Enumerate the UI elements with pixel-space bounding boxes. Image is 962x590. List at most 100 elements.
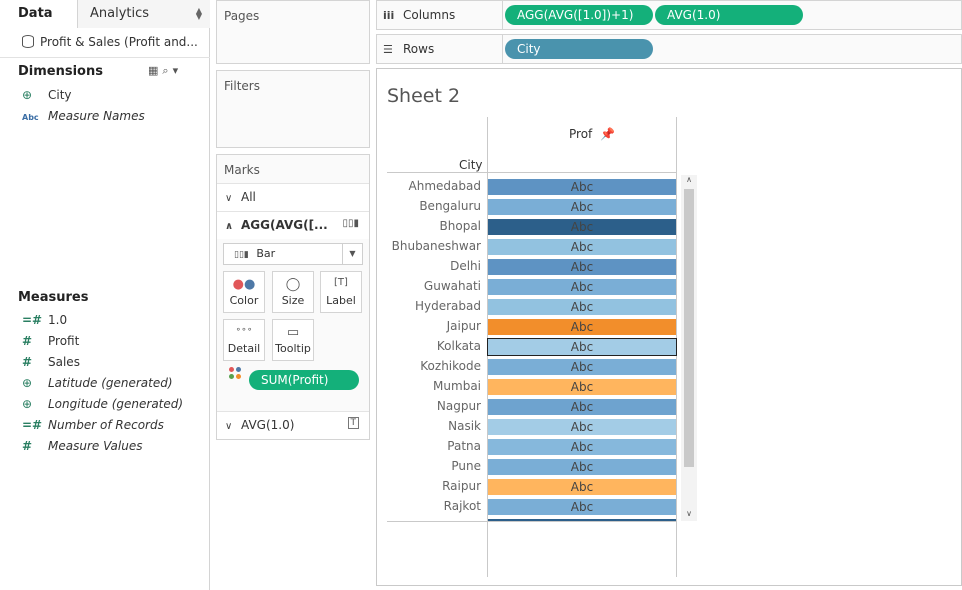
- city-row-label[interactable]: Nagpur: [436, 399, 481, 413]
- measure-field[interactable]: ⊕ Longitude (generated): [22, 397, 183, 417]
- city-bar[interactable]: Abc: [488, 459, 676, 475]
- city-bar[interactable]: Abc: [488, 219, 676, 235]
- city-bar[interactable]: Abc: [488, 419, 676, 435]
- sheet-title[interactable]: Sheet 2: [387, 85, 461, 107]
- city-row-label[interactable]: Kolkata: [436, 339, 481, 353]
- field-label: Profit: [48, 334, 80, 348]
- chevron-down-icon: ▼: [342, 244, 362, 264]
- field-label: Sales: [48, 355, 80, 369]
- city-row-label[interactable]: Mumbai: [433, 379, 481, 393]
- city-bar[interactable]: Abc: [488, 479, 676, 495]
- globe-icon: ⊕: [22, 376, 33, 390]
- header-divider: [387, 172, 677, 173]
- tab-switch-arrows-icon[interactable]: ▲ ▼: [195, 6, 202, 21]
- city-bar[interactable]: Abc: [488, 399, 676, 415]
- color-button[interactable]: ●● Color: [223, 271, 265, 313]
- bottom-divider: [387, 521, 677, 522]
- city-bar[interactable]: Abc: [488, 379, 676, 395]
- scroll-thumb[interactable]: [684, 189, 694, 467]
- measure-field[interactable]: # Profit: [22, 334, 79, 354]
- city-bar[interactable]: Abc: [488, 359, 676, 375]
- city-row-label[interactable]: Surat: [381, 519, 481, 521]
- city-row-label[interactable]: Nasik: [448, 419, 481, 433]
- city-row-label[interactable]: Bhubaneshwar: [391, 239, 481, 253]
- label-icon: [T]: [334, 277, 348, 288]
- tooltip-button-label: Tooltip: [275, 342, 311, 355]
- filters-title: Filters: [224, 79, 260, 93]
- pages-card[interactable]: Pages: [216, 0, 370, 64]
- city-row-label[interactable]: Bhopal: [439, 219, 481, 233]
- city-bar[interactable]: Abc: [488, 319, 676, 335]
- city-bar[interactable]: Abc: [488, 499, 676, 515]
- city-row-label[interactable]: Jaipur: [446, 319, 481, 333]
- city-row-label[interactable]: Rajkot: [443, 499, 481, 513]
- measure-field[interactable]: =# 1.0: [22, 313, 67, 333]
- city-row-label[interactable]: Kozhikode: [420, 359, 481, 373]
- field-label: Number of Records: [48, 418, 164, 432]
- column-header[interactable]: Prof 📌: [569, 127, 615, 141]
- city-bar[interactable]: Abc: [488, 299, 676, 315]
- tooltip-icon: ▭: [286, 325, 300, 340]
- size-icon: ◯: [285, 277, 301, 292]
- dimension-field[interactable]: ⊕ City: [22, 88, 72, 108]
- city-row-label[interactable]: Bengaluru: [419, 199, 481, 213]
- city-bar[interactable]: Abc: [488, 279, 676, 295]
- vertical-scrollbar[interactable]: ∧ ∨: [681, 175, 697, 521]
- measure-field[interactable]: =# Number of Records: [22, 418, 164, 438]
- tooltip-button[interactable]: ▭ Tooltip: [272, 319, 314, 361]
- column-pill-agg[interactable]: AGG(AVG([1.0])+1): [505, 5, 653, 25]
- columns-shelf[interactable]: iii Columns AGG(AVG([1.0])+1) AVG(1.0): [376, 0, 962, 30]
- datasource-item[interactable]: Profit & Sales (Profit and...: [0, 28, 210, 58]
- column-divider: [676, 117, 677, 577]
- hash-icon: #: [22, 439, 33, 453]
- view-list-icon[interactable]: ▦: [148, 64, 163, 77]
- mark-type-select[interactable]: ▯▯▮ Bar ▼: [223, 243, 363, 265]
- city-row-label[interactable]: Delhi: [450, 259, 481, 273]
- dimension-field[interactable]: Abc Measure Names: [22, 109, 145, 129]
- search-icon[interactable]: ⌕: [162, 64, 173, 77]
- city-row-label[interactable]: Raipur: [442, 479, 481, 493]
- city-row-label[interactable]: Ahmedabad: [408, 179, 481, 193]
- menu-caret-icon[interactable]: ▾: [172, 64, 183, 77]
- label-button-label: Label: [326, 294, 356, 307]
- measure-field[interactable]: # Sales: [22, 355, 80, 375]
- city-bar[interactable]: Abc: [488, 239, 676, 255]
- dimension-tools: ▦⌕▾: [148, 64, 182, 78]
- pages-title: Pages: [224, 9, 260, 23]
- detail-button[interactable]: ∘∘∘ Detail: [223, 319, 265, 361]
- city-bar[interactable]: Abc: [488, 179, 676, 195]
- marks-all-row[interactable]: ∨ All: [217, 183, 369, 211]
- city-bar[interactable]: Abc: [488, 519, 676, 521]
- sum-profit-pill[interactable]: SUM(Profit): [249, 370, 359, 390]
- field-label: Measure Names: [48, 109, 145, 123]
- city-row-label[interactable]: Hyderabad: [415, 299, 481, 313]
- chevron-down-icon: ∨: [225, 193, 233, 204]
- city-bar[interactable]: Abc: [488, 259, 676, 275]
- city-row-label[interactable]: Guwahati: [423, 279, 481, 293]
- scroll-up-icon[interactable]: ∧: [686, 175, 692, 184]
- hash-icon: #: [22, 355, 33, 369]
- city-row-label[interactable]: Patna: [447, 439, 481, 453]
- pane-tabs: Data Analytics ▲ ▼: [0, 0, 210, 28]
- marks-avg-row[interactable]: ∨ AVG(1.0) T: [217, 411, 369, 439]
- label-button[interactable]: [T] Label: [320, 271, 362, 313]
- marks-card: Marks ∨ All ∧ AGG(AVG([... ▯▯▮ ▯▯▮ Bar ▼ ●…: [216, 154, 370, 440]
- city-bar[interactable]: Abc: [488, 439, 676, 455]
- city-bar[interactable]: Abc: [487, 338, 677, 356]
- field-label: Longitude (generated): [48, 397, 184, 411]
- rows-shelf[interactable]: ☰ Rows City: [376, 34, 962, 64]
- size-button[interactable]: ◯ Size: [272, 271, 314, 313]
- row-header[interactable]: City: [459, 158, 483, 172]
- marks-agg-row[interactable]: ∧ AGG(AVG([... ▯▯▮: [217, 211, 369, 239]
- city-bar[interactable]: Abc: [488, 199, 676, 215]
- bar-chart-icon: ▯▯▮: [234, 250, 249, 260]
- scroll-down-icon[interactable]: ∨: [686, 509, 692, 518]
- tab-data[interactable]: Data: [0, 0, 78, 28]
- tab-analytics[interactable]: Analytics ▲ ▼: [78, 0, 210, 28]
- row-pill-city[interactable]: City: [505, 39, 653, 59]
- measure-field[interactable]: # Measure Values: [22, 439, 142, 459]
- city-row-label[interactable]: Pune: [451, 459, 481, 473]
- filters-card[interactable]: Filters: [216, 70, 370, 148]
- measure-field[interactable]: ⊕ Latitude (generated): [22, 376, 173, 396]
- column-pill-avg[interactable]: AVG(1.0): [655, 5, 803, 25]
